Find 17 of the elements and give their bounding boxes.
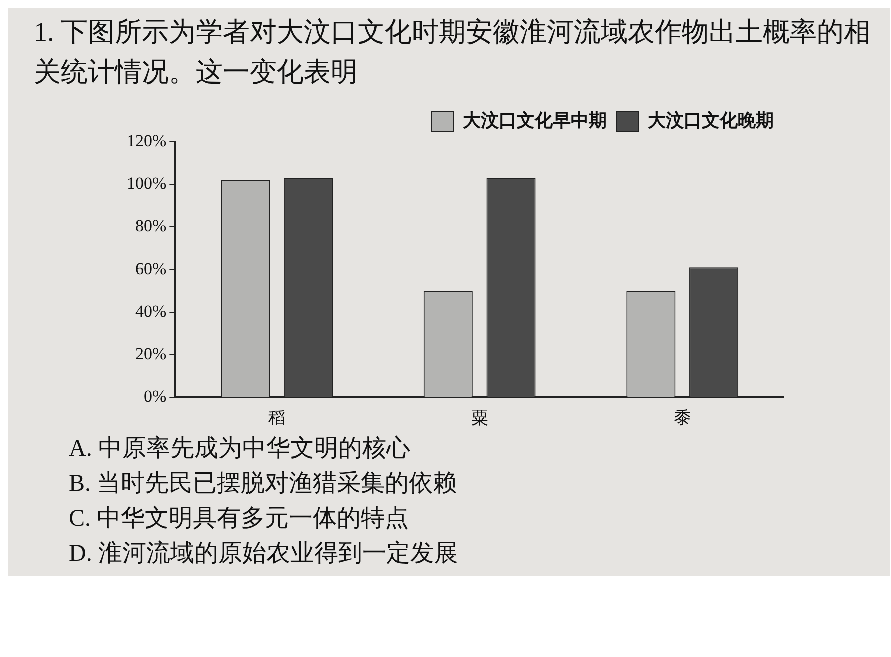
y-tick-label: 80% — [135, 216, 167, 236]
x-tick-label: 粟 — [471, 408, 488, 428]
text: B. 当时先民已摆脱对渔猎采集的依赖 — [68, 470, 458, 499]
chart-title: 1. 下图所示为学者对大汶口文化时期安徽淮河流域农作物出土概率的相关统计情况。这一变化表明 — [33, 16, 872, 89]
text: D. 淮河流域的原始农业得到一定发展 — [68, 540, 460, 569]
y-tick-label: 120% — [126, 131, 167, 150]
x-tick-label: 稻 — [268, 408, 286, 428]
y-tick-label: 60% — [135, 259, 167, 278]
y-tick-label: 40% — [135, 302, 167, 321]
text: A. 中原率先成为中华文明的核心 — [68, 434, 412, 464]
y-tick-label: 0% — [144, 387, 167, 406]
legend-label: 大汶口文化晚期 — [647, 110, 774, 131]
x-tick-label: 黍 — [674, 408, 692, 428]
legend-label: 大汶口文化早中期 — [462, 110, 607, 131]
y-tick-label: 100% — [126, 174, 167, 194]
y-tick-label: 20% — [135, 344, 167, 364]
text: C. 中华文明具有多元一体的特点 — [68, 505, 410, 534]
